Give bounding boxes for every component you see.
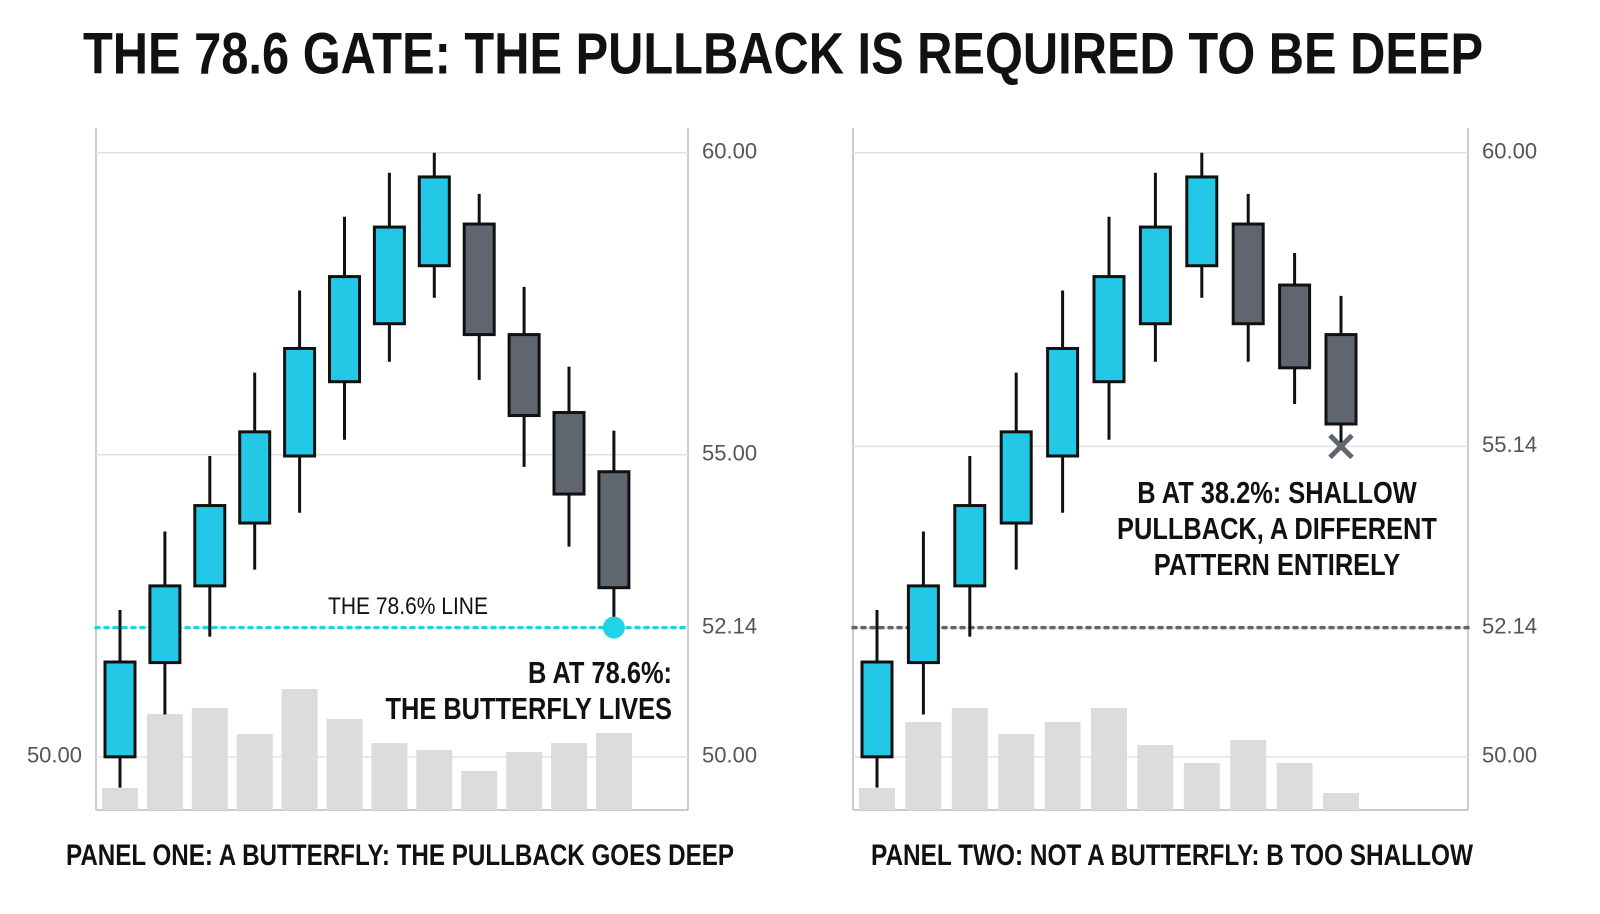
- candle-body: [1185, 175, 1219, 268]
- volume-bar: [1183, 763, 1220, 810]
- candle-body: [372, 225, 406, 326]
- annotation: B AT 38.2%: SHALLOW: [1137, 476, 1417, 511]
- volume-bar: [951, 708, 988, 810]
- b-marker: [1328, 433, 1354, 460]
- volume-bar: [1091, 708, 1127, 810]
- y-tick-label: 52.14: [702, 613, 757, 638]
- annotation: PULLBACK, A DIFFERENT: [1117, 512, 1437, 547]
- annotation: B AT 78.6%:: [528, 656, 672, 691]
- volume-bar: [1137, 745, 1174, 810]
- y-tick-label: 60.00: [702, 139, 757, 164]
- candle-body: [1324, 333, 1358, 426]
- y-tick-label: 50.00: [27, 743, 82, 768]
- candle-body: [1046, 346, 1080, 458]
- candle-body: [462, 222, 496, 337]
- y-tick-label: 55.14: [1482, 432, 1537, 457]
- volume-bar: [236, 734, 273, 810]
- candle-body: [417, 175, 451, 268]
- panel-caption: PANEL TWO: NOT A BUTTERFLY: B TOO SHALLO…: [871, 839, 1474, 872]
- volume-bar: [146, 714, 183, 810]
- volume-bar: [551, 743, 587, 810]
- volume-bar: [1323, 793, 1359, 810]
- candle-body: [552, 411, 586, 496]
- annotation: THE BUTTERFLY LIVES: [385, 692, 672, 727]
- volume-bar: [102, 788, 138, 810]
- candle-body: [1138, 225, 1172, 326]
- candle-body: [953, 504, 987, 588]
- candle-body: [906, 584, 940, 665]
- candle-body: [193, 504, 227, 588]
- y-tick-label: 50.00: [702, 743, 757, 768]
- volume-bar: [595, 733, 632, 810]
- candle-body: [148, 584, 182, 665]
- candle-body: [328, 275, 361, 384]
- level-label: THE 78.6% LINE: [328, 593, 488, 620]
- candle-body: [103, 660, 137, 759]
- volume-bar: [371, 743, 408, 810]
- volume-bar: [416, 750, 453, 810]
- volume-bar: [905, 722, 942, 810]
- candle-body: [1092, 275, 1126, 384]
- volume-bar: [326, 719, 363, 810]
- volume-bar: [1276, 763, 1313, 810]
- candle-body: [1278, 283, 1312, 370]
- volume-bar: [191, 708, 228, 810]
- annotation: PATTERN ENTIRELY: [1154, 548, 1401, 583]
- candle-body: [238, 430, 272, 525]
- panel-caption: PANEL ONE: A BUTTERFLY: THE PULLBACK GOE…: [66, 839, 734, 872]
- candle-body: [507, 333, 541, 418]
- y-tick-label: 52.14: [1482, 613, 1537, 638]
- y-tick-label: 55.00: [702, 441, 757, 466]
- candle-body: [860, 660, 894, 759]
- volume-bar: [461, 771, 498, 810]
- volume-bar: [998, 734, 1035, 810]
- candle-body: [283, 346, 317, 458]
- y-tick-label: 60.00: [1482, 139, 1537, 164]
- volume-bar: [1044, 722, 1081, 810]
- candle-body: [999, 430, 1033, 525]
- candle-body: [1231, 222, 1265, 326]
- y-tick-label: 50.00: [1482, 743, 1537, 768]
- b-marker: [602, 616, 625, 639]
- volume-bar: [506, 752, 543, 810]
- volume-bar: [859, 788, 895, 810]
- volume-bar: [1230, 740, 1267, 810]
- page-title: THE 78.6 GATE: THE PULLBACK IS REQUIRED …: [83, 21, 1483, 86]
- candle-body: [597, 470, 631, 590]
- volume-bar: [281, 689, 318, 810]
